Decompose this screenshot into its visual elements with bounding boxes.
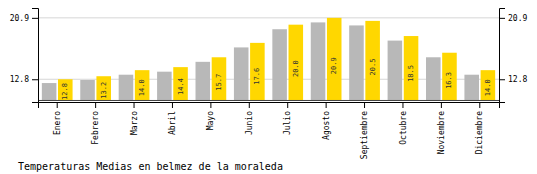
bar	[250, 43, 265, 101]
bar	[42, 83, 57, 100]
tick-label: Febrero	[91, 111, 100, 145]
tick-mark	[441, 102, 442, 108]
tick-mark	[32, 18, 38, 19]
tick-mark	[326, 102, 327, 108]
tick: Noviembre	[437, 102, 446, 154]
tick-label: 12.8	[508, 75, 527, 84]
tick: 20.9	[10, 14, 38, 23]
data-label: 20.9	[330, 57, 338, 74]
tick-label: 12.8	[10, 75, 29, 84]
bars	[42, 18, 495, 101]
tick-label: Mayo	[206, 111, 215, 130]
title: Temperaturas Medias en belmez de la mora…	[18, 161, 283, 172]
bar	[365, 21, 380, 101]
data-label: 13.2	[100, 82, 108, 99]
axis-line	[32, 9, 39, 103]
tick-mark	[32, 79, 38, 80]
tick: Mayo	[206, 102, 215, 130]
tick-mark	[402, 102, 403, 108]
bar	[196, 62, 211, 101]
bar	[119, 75, 134, 101]
tick: 12.8	[10, 75, 38, 84]
bar	[135, 70, 150, 100]
bar	[289, 25, 304, 101]
tick: Octubre	[399, 102, 408, 145]
tick-mark	[364, 102, 365, 108]
x-axis: Enero Febrero Marzo Abril Mayo Junio Julio Agos…	[39, 102, 500, 159]
bar	[404, 36, 419, 100]
tick: Julio	[283, 102, 292, 135]
tick: 12.8	[499, 75, 527, 84]
data-label: 14.0	[138, 79, 146, 96]
data-labels: 12.8 13.2 14.0 14.4 15.7 17.6 20.0 20.9 20.5 18.5…	[61, 57, 492, 100]
tick: Septiembre	[360, 102, 369, 159]
bar	[157, 72, 172, 101]
tick-label: Enero	[53, 111, 62, 135]
tick-label: Abril	[168, 111, 177, 135]
tick-mark	[57, 102, 58, 108]
bar	[212, 57, 227, 100]
axis-line	[39, 103, 500, 109]
tick-mark	[499, 79, 505, 80]
data-label: 20.0	[292, 60, 300, 77]
data-label: 16.3	[445, 72, 453, 89]
data-label: 20.5	[369, 59, 377, 76]
tick-label: Junio	[245, 111, 254, 135]
bar	[234, 47, 249, 100]
tick: Junio	[245, 102, 254, 135]
baseline	[38, 100, 499, 101]
tick-mark	[95, 102, 96, 108]
y2-axis: 12.8 20.9	[499, 9, 527, 103]
tick-mark	[499, 18, 505, 19]
tick-mark	[210, 102, 211, 108]
tick-label: Julio	[283, 111, 292, 135]
bar-series	[58, 18, 495, 101]
tick: Enero	[53, 102, 62, 135]
bar	[272, 29, 287, 100]
data-label: 14.0	[484, 79, 492, 96]
data-label: 12.8	[61, 83, 69, 100]
data-label: 18.5	[407, 65, 415, 82]
chart: 12.8 13.2 14.0 14.4 15.7 17.6 20.0 20.9 20.5 18.5…	[0, 0, 537, 174]
tick: Diciembre	[475, 102, 484, 154]
bar	[388, 41, 403, 101]
tick-mark	[287, 102, 288, 108]
plot: 12.8 13.2 14.0 14.4 15.7 17.6 20.0 20.9 20.5 18.5…	[10, 9, 528, 160]
tick: Febrero	[91, 102, 100, 145]
tick-label: Agosto	[322, 111, 331, 140]
tick-label: Noviembre	[437, 111, 446, 155]
bar	[426, 57, 441, 100]
tick-mark	[134, 102, 135, 108]
bar	[481, 70, 496, 100]
tick-mark	[479, 102, 480, 108]
data-label: 17.6	[253, 68, 261, 85]
y-axis: 12.8 20.9	[10, 9, 39, 103]
axis-line	[500, 9, 506, 103]
bar	[442, 53, 457, 101]
tick: Agosto	[322, 102, 331, 140]
bar	[80, 80, 95, 100]
bar	[311, 22, 326, 100]
grid-line	[38, 17, 499, 18]
tick-mark	[172, 102, 173, 108]
tick-mark	[249, 102, 250, 108]
tick-label: 20.9	[10, 14, 29, 23]
bar	[173, 67, 188, 100]
bar	[349, 25, 364, 100]
tick: Marzo	[130, 102, 139, 135]
tick: 20.9	[499, 14, 527, 23]
data-label: 15.7	[215, 74, 223, 91]
bar	[96, 76, 111, 100]
tick-label: 20.9	[508, 14, 527, 23]
data-label: 14.4	[177, 78, 185, 95]
bar	[58, 79, 73, 100]
tick-label: Septiembre	[360, 111, 369, 159]
tick-label: Diciembre	[475, 111, 484, 155]
tick-label: Marzo	[130, 111, 139, 135]
bar	[464, 75, 479, 101]
tick: Abril	[168, 102, 177, 135]
tick-label: Octubre	[399, 111, 408, 145]
bar-series	[42, 22, 479, 100]
bar	[327, 18, 342, 101]
